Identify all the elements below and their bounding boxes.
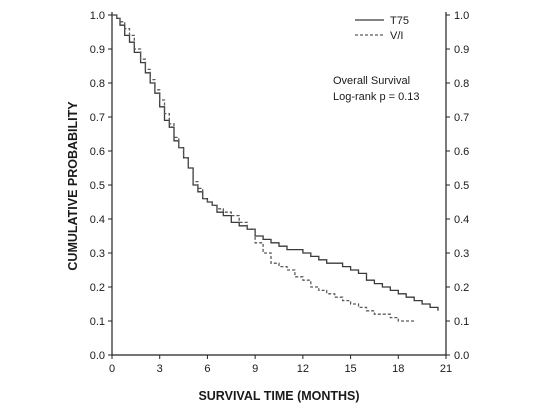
y-tick-label-left-0.3: 0.3 xyxy=(90,248,105,260)
annotation-line-1: Overall Survival xyxy=(333,75,410,87)
y-tick-label-left-0.6: 0.6 xyxy=(90,146,105,158)
y-tick-label-right-0.0: 0.0 xyxy=(454,350,469,362)
y-tick-label-right-0.2: 0.2 xyxy=(454,282,469,294)
series-line-vi xyxy=(112,14,415,322)
tick-marks xyxy=(108,14,450,359)
y-axis-title: CUMULATIVE PROBABILITY xyxy=(66,101,80,271)
x-axis-title: SURVIVAL TIME (MONTHS) xyxy=(198,389,359,403)
y-tick-label-left-0.4: 0.4 xyxy=(90,214,105,226)
y-tick-label-left-0.7: 0.7 xyxy=(90,112,105,124)
y-tick-label-left-0.0: 0.0 xyxy=(90,350,105,362)
y-tick-label-left-0.5: 0.5 xyxy=(90,180,105,192)
annotation: Overall Survival Log-rank p = 0.13 xyxy=(333,75,420,103)
y-tick-label-left-0.9: 0.9 xyxy=(90,44,105,56)
y-tick-label-right-0.4: 0.4 xyxy=(454,214,469,226)
legend: T75 V/I xyxy=(355,15,409,42)
series-line-t75 xyxy=(112,14,439,311)
annotation-line-2: Log-rank p = 0.13 xyxy=(333,91,420,103)
y-tick-label-right-0.1: 0.1 xyxy=(454,316,469,328)
x-tick-label-3: 3 xyxy=(157,363,163,375)
y-tick-label-left-0.2: 0.2 xyxy=(90,282,105,294)
y-tick-label-right-0.5: 0.5 xyxy=(454,180,469,192)
y-tick-label-right-0.8: 0.8 xyxy=(454,78,469,90)
y-tick-label-left-0.8: 0.8 xyxy=(90,78,105,90)
x-tick-label-6: 6 xyxy=(204,363,210,375)
y-tick-label-right-0.7: 0.7 xyxy=(454,112,469,124)
legend-label-vi: V/I xyxy=(390,30,403,42)
y-tick-label-left-1.0: 1.0 xyxy=(90,10,105,22)
y-tick-label-right-0.9: 0.9 xyxy=(454,44,469,56)
y-tick-label-right-1.0: 1.0 xyxy=(454,10,469,22)
x-tick-label-0: 0 xyxy=(109,363,115,375)
x-tick-label-18: 18 xyxy=(392,363,404,375)
plot-series xyxy=(112,14,439,322)
y-tick-label-right-0.6: 0.6 xyxy=(454,146,469,158)
x-tick-label-9: 9 xyxy=(252,363,258,375)
legend-label-t75: T75 xyxy=(390,15,409,27)
tick-labels: 0.0 0.0 0.1 0.1 0.2 0.2 0.3 0.3 0.4 0.4 0.5 0.5 0.6 0… xyxy=(90,10,470,375)
y-tick-label-right-0.3: 0.3 xyxy=(454,248,469,260)
x-tick-label-12: 12 xyxy=(297,363,309,375)
x-tick-label-15: 15 xyxy=(344,363,356,375)
chart-axes xyxy=(111,12,447,356)
y-tick-label-left-0.1: 0.1 xyxy=(90,316,105,328)
x-tick-label-21: 21 xyxy=(440,363,452,375)
